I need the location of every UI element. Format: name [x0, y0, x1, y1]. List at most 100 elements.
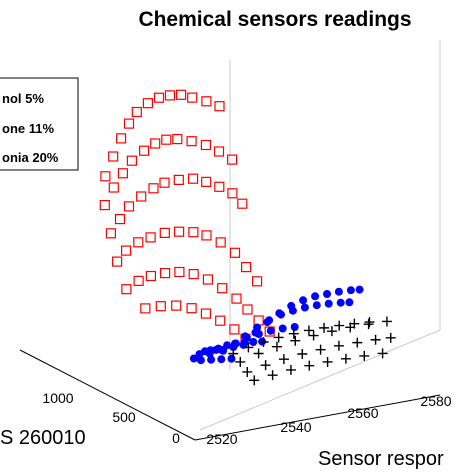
data-point-plus — [381, 316, 392, 327]
series-1 — [189, 285, 364, 365]
data-point-plus — [228, 348, 239, 359]
data-point-circle — [355, 285, 364, 294]
series-0 — [99, 89, 275, 344]
y-tick-label: 0 — [172, 430, 180, 446]
data-point-square — [188, 269, 199, 280]
data-point-plus — [260, 360, 271, 371]
grid-lines — [199, 40, 441, 431]
data-point-square — [131, 106, 142, 118]
data-point-square — [120, 245, 132, 256]
data-point-square — [215, 315, 226, 326]
data-point-square — [241, 262, 252, 273]
data-point-circle — [346, 286, 355, 295]
data-point-square — [176, 89, 187, 100]
data-point-plus — [322, 356, 333, 367]
data-point-circle — [217, 345, 226, 354]
data-point-plus — [364, 317, 375, 328]
data-point-plus — [385, 332, 396, 343]
data-point-circle — [249, 338, 258, 346]
data-point-plus — [288, 328, 299, 339]
data-point-square — [108, 182, 119, 193]
data-point-square — [121, 284, 132, 295]
data-point-circle — [311, 292, 320, 301]
data-point-plus — [285, 364, 296, 375]
data-point-plus — [303, 325, 314, 336]
data-point-circle — [254, 330, 263, 338]
data-point-square — [159, 227, 170, 238]
data-point-square — [186, 136, 197, 147]
data-point-plus — [308, 330, 319, 341]
data-point-square — [123, 201, 135, 212]
data-point-plus — [370, 334, 381, 345]
data-point-square — [242, 304, 253, 315]
data-point-plus — [235, 356, 246, 367]
y-axis-line — [19, 349, 196, 441]
data-point-square — [123, 118, 135, 129]
data-point-square — [133, 237, 144, 248]
data-point-circle — [223, 341, 232, 350]
data-point-plus — [271, 341, 282, 352]
x-axis-ticks: 2520 2540 2560 2580 — [206, 393, 451, 447]
data-point-square — [202, 274, 213, 285]
data-point-square — [171, 300, 182, 311]
data-point-square — [145, 270, 156, 282]
data-point-plus — [290, 335, 301, 346]
data-point-square — [150, 138, 161, 149]
data-point-square — [214, 181, 225, 192]
data-point-square — [229, 324, 240, 335]
data-point-square — [172, 134, 183, 145]
data-point-square — [227, 154, 238, 165]
data-point-plus — [326, 326, 337, 337]
data-point-square — [217, 283, 228, 294]
data-point-plus — [242, 366, 253, 377]
data-point-circle — [277, 310, 285, 319]
x-axis-line — [194, 394, 441, 441]
data-point-square — [164, 90, 176, 101]
x-tick-label: 2580 — [420, 393, 451, 409]
y-tick-label: 1000 — [42, 390, 73, 406]
data-point-square — [187, 92, 198, 103]
data-point-circle — [189, 354, 198, 363]
data-point-circle — [323, 290, 331, 298]
data-point-plus — [377, 348, 388, 359]
data-point-square — [100, 171, 111, 182]
data-point-square — [142, 98, 153, 109]
chart-title: Chemical sensors readings — [138, 8, 411, 31]
data-point-square — [99, 200, 110, 211]
data-point-circle — [299, 296, 308, 305]
data-point-square — [114, 214, 126, 225]
data-point-square — [136, 191, 147, 202]
data-point-plus — [243, 342, 254, 353]
data-point-square — [111, 256, 123, 267]
data-point-circle — [266, 326, 275, 335]
data-point-square — [159, 177, 170, 188]
data-point-square — [200, 308, 211, 319]
data-point-square — [174, 266, 185, 278]
data-point-circle — [334, 287, 343, 296]
data-point-square — [253, 315, 264, 326]
data-point-circle — [240, 338, 249, 347]
data-point-square — [126, 155, 138, 166]
data-point-plus — [319, 322, 330, 333]
x-tick-label: 2520 — [206, 431, 237, 447]
series-2 — [228, 316, 396, 386]
axes — [19, 349, 441, 441]
data-point-plus — [253, 348, 264, 359]
data-point-square — [201, 96, 212, 107]
data-point-square — [215, 237, 226, 248]
data-point-square — [201, 230, 212, 241]
data-point-circle — [312, 301, 321, 310]
data-point-plus — [363, 319, 374, 330]
data-point-circle — [288, 306, 297, 315]
grid-line-floor-diagonal — [199, 329, 441, 431]
legend-entry-label: nol 5% — [2, 91, 44, 106]
legend-entry-label: one 11% — [2, 121, 54, 136]
data-point-square — [148, 183, 159, 194]
data-point-square — [237, 198, 248, 209]
data-point-plus — [315, 344, 326, 355]
data-point-square — [139, 145, 150, 156]
x-axis-label: Sensor respor — [318, 448, 444, 470]
data-point-square — [188, 173, 199, 184]
data-point-plus — [273, 332, 284, 343]
